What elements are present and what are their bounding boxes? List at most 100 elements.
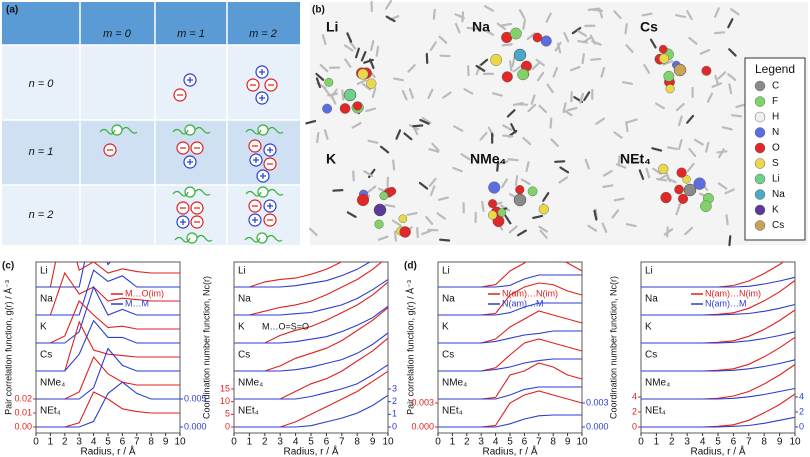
bond (558, 176, 569, 184)
bond (571, 26, 582, 35)
x-tick-label: 8 (354, 437, 360, 448)
bond (460, 153, 471, 161)
x-tick-label: 7 (746, 437, 752, 448)
legend-label: M…O(im) (125, 288, 164, 298)
bond (375, 45, 380, 57)
bond (408, 88, 414, 99)
bond (531, 61, 541, 71)
bond (725, 214, 729, 226)
legend-swatch (754, 173, 766, 185)
bond (479, 58, 489, 67)
bond (678, 139, 683, 150)
column-header: m = 1 (177, 28, 205, 40)
bond (346, 32, 353, 43)
bond (432, 8, 436, 20)
atom (322, 103, 333, 114)
bond (686, 162, 695, 173)
curve (36, 319, 180, 372)
x-tick-label: 1 (247, 437, 253, 448)
bond (688, 147, 697, 158)
y-axis-label: Coordination number function, Nc(r) (608, 276, 618, 419)
bond (714, 74, 720, 86)
bond (602, 169, 613, 177)
panel-label: (d) (404, 261, 417, 272)
legend-label: N(am)…N(im) (502, 288, 558, 298)
curve (234, 394, 389, 428)
x-tick-label: 6 (522, 437, 528, 448)
bond (611, 209, 620, 219)
bond (613, 197, 625, 202)
legend-swatch (754, 80, 766, 92)
bond (626, 118, 638, 124)
bond (516, 229, 527, 237)
x-tick-label: 8 (761, 437, 767, 448)
bond (716, 150, 728, 154)
curve (234, 332, 389, 372)
bond (407, 64, 416, 73)
legend-label: Na (772, 189, 785, 200)
row-label: K (40, 322, 47, 333)
row-label: Li (442, 266, 450, 277)
bond (727, 18, 734, 29)
row-label: Li (40, 266, 48, 277)
bond (429, 41, 437, 51)
legend-swatch (754, 142, 766, 154)
bond (508, 225, 518, 234)
legend-label: S (772, 158, 779, 169)
curve (234, 305, 389, 344)
bond (539, 229, 548, 239)
legend-label: Cs (772, 220, 784, 231)
atom (488, 210, 498, 220)
bond (705, 141, 710, 153)
curve (36, 381, 180, 428)
bond (587, 224, 598, 232)
bond (421, 229, 432, 236)
row-label: Cs (442, 350, 454, 361)
bond (713, 31, 726, 35)
cation-label: NEt₄ (620, 151, 651, 167)
y2-tick-label: 1 (392, 409, 397, 419)
bond (501, 43, 513, 47)
bond (525, 161, 530, 173)
legend-label: N (772, 127, 779, 138)
bond (595, 117, 605, 125)
bond (714, 7, 720, 18)
alkyl-chain (245, 188, 284, 197)
row-bg (2, 185, 300, 245)
molecule-render (305, 0, 747, 247)
bond (315, 72, 325, 81)
alkyl-chain (244, 234, 283, 243)
bond (581, 52, 585, 65)
row-label: NEt₄ (442, 406, 463, 417)
x-tick-label: 1 (450, 437, 456, 448)
bond (479, 131, 488, 141)
y-tick-label: 5 (225, 409, 230, 419)
bond (666, 146, 679, 151)
bond (522, 18, 527, 31)
legend-swatch (754, 127, 766, 138)
atom (665, 84, 675, 94)
bond (496, 160, 500, 172)
atom (658, 44, 668, 54)
atom (357, 68, 369, 80)
panel-label: (a) (6, 5, 18, 16)
bond (461, 11, 465, 23)
bond (323, 129, 329, 140)
atom (398, 214, 408, 224)
bond (590, 57, 602, 61)
bond (379, 145, 390, 154)
bond (436, 212, 446, 220)
bond (419, 118, 430, 125)
bond (617, 155, 621, 167)
row-label: NMe₄ (442, 378, 467, 389)
row-label: Cs (238, 350, 250, 361)
curve (438, 302, 582, 316)
bond (484, 29, 495, 36)
bond (385, 15, 396, 23)
bond (649, 38, 657, 49)
cation-label: Li (326, 19, 338, 35)
x-tick-label: 10 (576, 437, 588, 448)
y-tick-label: 0 (225, 421, 230, 431)
legend-label: F (772, 96, 778, 107)
bond (483, 5, 494, 12)
